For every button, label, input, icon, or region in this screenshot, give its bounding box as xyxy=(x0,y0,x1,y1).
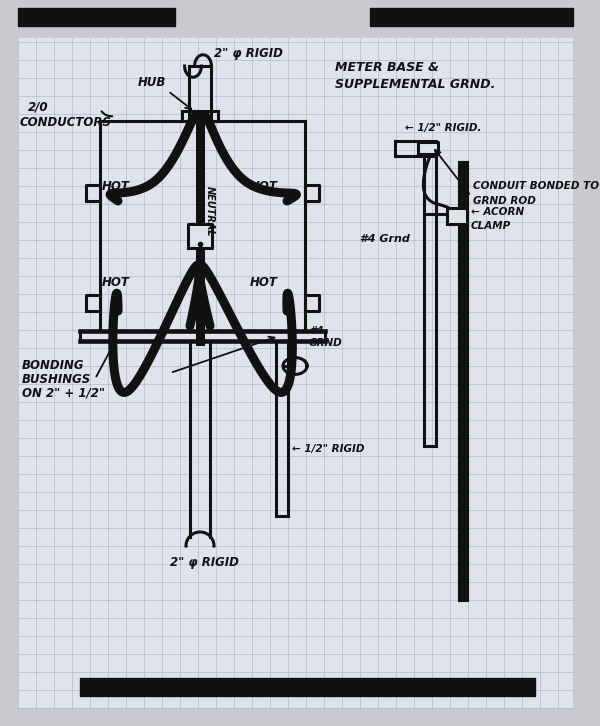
Text: ON 2" + 1/2": ON 2" + 1/2" xyxy=(22,387,105,400)
Text: CONDUCTORS: CONDUCTORS xyxy=(20,116,112,129)
Text: #4 Grnd: #4 Grnd xyxy=(360,234,410,244)
Text: HOT: HOT xyxy=(102,180,130,193)
Text: HOT: HOT xyxy=(250,276,278,289)
Text: ← ACORN: ← ACORN xyxy=(471,207,524,217)
Text: 2/0: 2/0 xyxy=(28,101,49,114)
Text: NEUTRAL: NEUTRAL xyxy=(205,186,215,236)
Text: METER BASE &: METER BASE & xyxy=(335,61,439,74)
Text: CONDUIT BONDED TO: CONDUIT BONDED TO xyxy=(473,181,599,191)
Text: CLAMP: CLAMP xyxy=(471,221,511,231)
Text: BONDING: BONDING xyxy=(22,359,85,372)
Text: HUB: HUB xyxy=(138,76,166,89)
Text: #4
GRND: #4 GRND xyxy=(309,327,343,348)
Text: 2" φ RIGID: 2" φ RIGID xyxy=(170,556,239,569)
Text: 2" φ RIGID: 2" φ RIGID xyxy=(214,47,283,60)
Text: SUPPLEMENTAL GRND.: SUPPLEMENTAL GRND. xyxy=(335,78,496,91)
Text: BUSHINGS: BUSHINGS xyxy=(22,373,91,386)
Text: ← 1/2" RIGID: ← 1/2" RIGID xyxy=(292,444,365,454)
Text: HOT: HOT xyxy=(102,276,130,289)
Text: GRND ROD: GRND ROD xyxy=(473,196,536,206)
Text: ← 1/2" RIGID.: ← 1/2" RIGID. xyxy=(405,123,482,133)
Text: HOT: HOT xyxy=(250,180,278,193)
